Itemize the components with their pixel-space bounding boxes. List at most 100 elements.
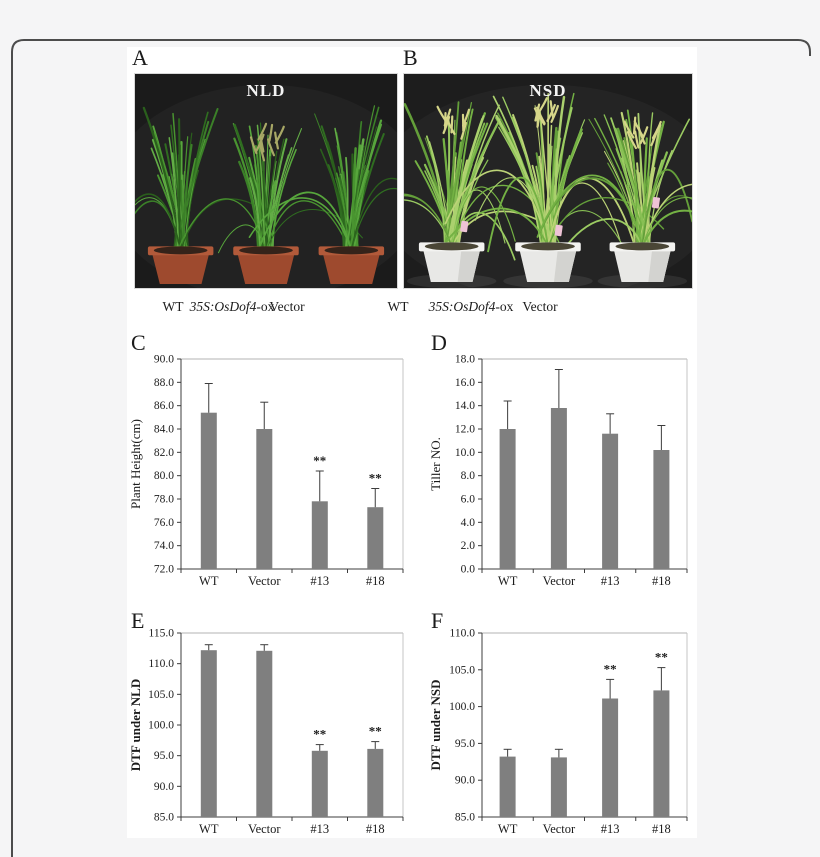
svg-text:12.0: 12.0 <box>455 424 475 436</box>
significance-stars: ** <box>369 724 382 739</box>
svg-text:110.0: 110.0 <box>149 658 175 670</box>
y-axis-ticks: 90.0 88.0 86.0 84.0 82.0 80.0 78.0 76.0 74.0 72.0 <box>154 354 181 576</box>
error-bar <box>503 400 512 429</box>
x-axis-ticks <box>481 569 688 573</box>
bar <box>550 757 567 817</box>
svg-text:4.0: 4.0 <box>461 517 476 529</box>
bar <box>653 450 670 569</box>
photo-panel-a: NLD <box>134 73 398 289</box>
significance-stars: ** <box>369 471 382 486</box>
x-category-label: WT <box>199 574 219 588</box>
error-bar <box>606 413 615 434</box>
chart-panel-c: C 90.0 88.0 86.0 84.0 82.0 80.0 78.0 76.0 74.0 72… <box>127 330 417 596</box>
photo-caption: WT <box>387 299 409 314</box>
svg-text:105.0: 105.0 <box>449 664 475 676</box>
significance-stars: ** <box>313 727 326 742</box>
photo-title-nld: NLD <box>246 81 286 100</box>
y-axis-ticks: 18.0 16.0 14.0 12.0 10.0 8.0 6.0 4.0 2.0 0.0 <box>455 354 482 576</box>
svg-text:82.0: 82.0 <box>154 447 174 459</box>
svg-text:8.0: 8.0 <box>461 470 476 482</box>
x-category-label: Vector <box>248 822 281 836</box>
plants-photo-nld <box>135 74 397 288</box>
svg-text:85.0: 85.0 <box>154 812 174 824</box>
svg-text:86.0: 86.0 <box>154 400 174 412</box>
bar <box>311 501 328 569</box>
photo-title-nsd: NSD <box>529 81 567 100</box>
photo-caption: Vector <box>269 299 305 314</box>
panel-label-a: A <box>132 45 148 70</box>
svg-text:100.0: 100.0 <box>449 701 475 713</box>
svg-text:78.0: 78.0 <box>154 494 174 506</box>
svg-text:110.0: 110.0 <box>450 628 476 640</box>
photo-caption: 35S:OsDof4-ox <box>428 299 514 314</box>
x-category-label: Vector <box>248 574 281 588</box>
chart-panel-d: D 18.0 16.0 14.0 12.0 10.0 8.0 6.0 4.0 2.0 0.0 WT V… <box>427 330 717 596</box>
bar <box>602 433 619 569</box>
significance-stars: ** <box>313 453 326 468</box>
svg-text:14.0: 14.0 <box>455 400 475 412</box>
plot-frame <box>481 358 688 570</box>
svg-text:115.0: 115.0 <box>149 628 175 640</box>
bar <box>367 507 384 569</box>
x-category-label: #13 <box>310 822 329 836</box>
bar <box>550 408 567 569</box>
y-axis-title: DTF under NLD <box>128 679 143 771</box>
x-category-label: #18 <box>652 574 671 588</box>
photo-caption: 35S:OsDof4-ox <box>189 299 275 314</box>
y-axis-ticks: 110.0 105.0 100.0 95.0 90.0 85.0 <box>449 628 482 824</box>
bar-chart-dtf-nsd: 110.0 105.0 100.0 95.0 90.0 85.0 WT Vector ** #13… <box>428 628 688 836</box>
svg-text:84.0: 84.0 <box>154 424 174 436</box>
chart-panel-e: E 115.0 110.0 105.0 100.0 95.0 90.0 85.0 WT Vect… <box>127 603 417 851</box>
svg-text:0.0: 0.0 <box>461 564 476 576</box>
x-axis-ticks <box>180 817 404 821</box>
svg-text:95.0: 95.0 <box>154 750 174 762</box>
error-bar <box>371 488 380 508</box>
error-bar <box>371 741 380 749</box>
x-category-label: #18 <box>366 574 385 588</box>
x-category-label: #13 <box>310 574 329 588</box>
error-bar <box>260 401 269 429</box>
panel-label-f: F <box>431 608 444 633</box>
bar <box>256 650 273 817</box>
bar <box>602 698 619 817</box>
bar <box>256 429 273 569</box>
x-category-label: WT <box>498 822 518 836</box>
svg-text:100.0: 100.0 <box>148 720 174 732</box>
photo-caption: Vector <box>522 299 558 314</box>
svg-text:6.0: 6.0 <box>461 494 476 506</box>
x-category-label: #13 <box>601 822 620 836</box>
bar <box>653 690 670 817</box>
x-category-label: #13 <box>601 574 620 588</box>
x-axis-ticks <box>180 569 404 573</box>
error-bar <box>260 644 269 651</box>
error-bar <box>204 644 213 651</box>
bar-chart-plant-height: 90.0 88.0 86.0 84.0 82.0 80.0 78.0 76.0 74.0 72.0… <box>128 354 404 588</box>
photo-captions-row: WT 35S:OsDof4-ox Vector WT 35S:OsDof4-ox Vect… <box>127 299 697 319</box>
svg-text:72.0: 72.0 <box>154 564 174 576</box>
panel-label-b: B <box>403 45 418 70</box>
svg-text:76.0: 76.0 <box>154 517 174 529</box>
error-bar <box>554 748 563 758</box>
significance-stars: ** <box>655 650 668 665</box>
panel-label-c: C <box>131 330 146 355</box>
svg-text:2.0: 2.0 <box>461 540 476 552</box>
y-axis-title: Tiller NO. <box>428 437 443 491</box>
bar <box>499 756 516 817</box>
svg-text:18.0: 18.0 <box>455 354 475 366</box>
x-category-label: WT <box>199 822 219 836</box>
error-bar <box>606 678 615 699</box>
y-axis-ticks: 115.0 110.0 105.0 100.0 95.0 90.0 85.0 <box>148 628 181 824</box>
plants-photo-nsd <box>404 74 692 288</box>
svg-text:90.0: 90.0 <box>154 781 174 793</box>
photo-caption: WT <box>162 299 184 314</box>
bar <box>311 750 328 817</box>
bar-chart-dtf-nld: 115.0 110.0 105.0 100.0 95.0 90.0 85.0 WT Vector… <box>128 628 404 836</box>
x-category-label: WT <box>498 574 518 588</box>
error-bar <box>657 667 666 691</box>
photo-panel-b: NSD <box>403 73 693 289</box>
y-axis-title: DTF under NSD <box>428 679 443 770</box>
x-category-label: Vector <box>543 822 576 836</box>
svg-text:90.0: 90.0 <box>154 354 174 366</box>
bar <box>200 650 217 817</box>
bar <box>367 748 384 817</box>
